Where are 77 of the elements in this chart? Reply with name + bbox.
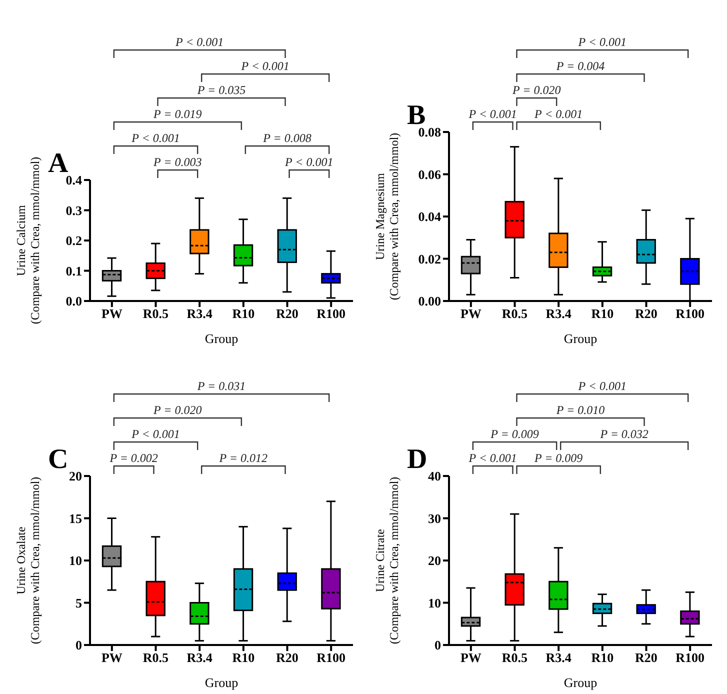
text: P < 0.001 bbox=[130, 131, 180, 145]
x-tick-label: R100 bbox=[676, 306, 705, 322]
x-tick-label: R100 bbox=[316, 650, 346, 666]
y-tick-label: 0 bbox=[434, 638, 441, 653]
y-tick-label: 20 bbox=[428, 553, 441, 568]
y-tick-label: 5 bbox=[76, 595, 82, 610]
text: P = 0.004 bbox=[555, 59, 605, 73]
x-tick-label: R10 bbox=[591, 306, 614, 322]
text: P = 0.008 bbox=[262, 131, 312, 145]
y-tick-label: 15 bbox=[69, 510, 82, 526]
y-tick-label: 0.02 bbox=[418, 251, 441, 266]
x-tick-label: R20 bbox=[276, 650, 298, 666]
x-axis-title: Group bbox=[204, 331, 238, 346]
x-tick-label: R20 bbox=[635, 650, 658, 666]
y-tick-label: 0 bbox=[76, 638, 82, 653]
x-axis-title: Group bbox=[564, 675, 598, 690]
text: P = 0.019 bbox=[152, 107, 202, 121]
y-tick-label: 10 bbox=[428, 595, 441, 610]
text: P < 0.001 bbox=[468, 107, 517, 121]
y-tick-label: 0.04 bbox=[418, 209, 442, 224]
y-tick-label: 0.2 bbox=[66, 233, 82, 248]
text: P = 0.003 bbox=[152, 155, 202, 169]
text: P = 0.009 bbox=[533, 451, 583, 465]
text: P < 0.001 bbox=[130, 427, 180, 441]
x-tick-label: R20 bbox=[635, 306, 658, 322]
x-tick-label: R20 bbox=[276, 306, 298, 322]
text: P < 0.001 bbox=[468, 451, 517, 465]
x-tick-label: R100 bbox=[676, 650, 705, 666]
y-axis-title: Urine Calcium (Compare with Crea, mmol/mmol) bbox=[14, 156, 42, 324]
text: P = 0.032 bbox=[599, 427, 648, 441]
x-axis-title: Group bbox=[204, 675, 238, 690]
x-tick-label: R10 bbox=[591, 650, 614, 666]
text: P < 0.001 bbox=[284, 155, 334, 169]
y-tick-label: 0.1 bbox=[66, 263, 82, 278]
y-axis-title: Urine Magnesium (Compare with Crea, mmol/mmol) bbox=[373, 132, 401, 300]
y-tick-label: 20 bbox=[69, 468, 82, 484]
text: P = 0.031 bbox=[196, 379, 246, 393]
text: P = 0.020 bbox=[152, 403, 202, 417]
x-tick-label: R0.5 bbox=[142, 306, 170, 322]
y-tick-label: 10 bbox=[69, 553, 82, 568]
text: P = 0.009 bbox=[490, 427, 539, 441]
y-tick-label: 30 bbox=[428, 510, 441, 526]
text: P < 0.001 bbox=[577, 35, 627, 49]
y-axis-title: Urine Citrate (Compare with Crea, mmol/mmol) bbox=[373, 476, 401, 644]
text: P < 0.001 bbox=[577, 379, 627, 393]
text: P < 0.001 bbox=[240, 59, 290, 73]
x-axis-title: Group bbox=[564, 331, 598, 346]
y-tick-label: 40 bbox=[428, 468, 441, 484]
x-tick-label: R0.5 bbox=[142, 650, 170, 666]
y-tick-label: 0.00 bbox=[418, 294, 441, 309]
text: P < 0.001 bbox=[533, 107, 583, 121]
chart-title: D bbox=[407, 444, 428, 475]
y-tick-label: 0.3 bbox=[66, 202, 82, 218]
x-tick-label: PW bbox=[460, 650, 482, 666]
x-tick-label: R3.4 bbox=[186, 306, 213, 322]
x-tick-label: PW bbox=[101, 650, 122, 666]
text: P = 0.035 bbox=[196, 83, 246, 97]
x-tick-label: PW bbox=[460, 306, 482, 322]
x-tick-label: R0.5 bbox=[502, 650, 528, 666]
text: P = 0.012 bbox=[218, 451, 268, 465]
y-axis-title: Urine Oxalate (Compare with Crea, mmol/mmol) bbox=[14, 476, 42, 644]
text: P = 0.002 bbox=[108, 451, 158, 465]
text: P = 0.010 bbox=[555, 403, 605, 417]
y-tick-label: 0.06 bbox=[418, 166, 442, 182]
x-tick-label: R3.4 bbox=[186, 650, 213, 666]
x-tick-label: R100 bbox=[316, 306, 346, 322]
text: P = 0.020 bbox=[512, 83, 561, 97]
y-tick-label: 0.0 bbox=[66, 294, 82, 309]
x-tick-label: R3.4 bbox=[546, 306, 572, 322]
text: P < 0.001 bbox=[174, 35, 224, 49]
chart-title: C bbox=[48, 444, 68, 475]
x-tick-label: R0.5 bbox=[502, 306, 528, 322]
x-tick-label: R3.4 bbox=[546, 650, 572, 666]
y-tick-label: 0.4 bbox=[66, 172, 82, 188]
x-tick-label: R10 bbox=[232, 650, 255, 666]
x-tick-label: PW bbox=[101, 306, 122, 322]
x-tick-label: R10 bbox=[232, 306, 255, 322]
